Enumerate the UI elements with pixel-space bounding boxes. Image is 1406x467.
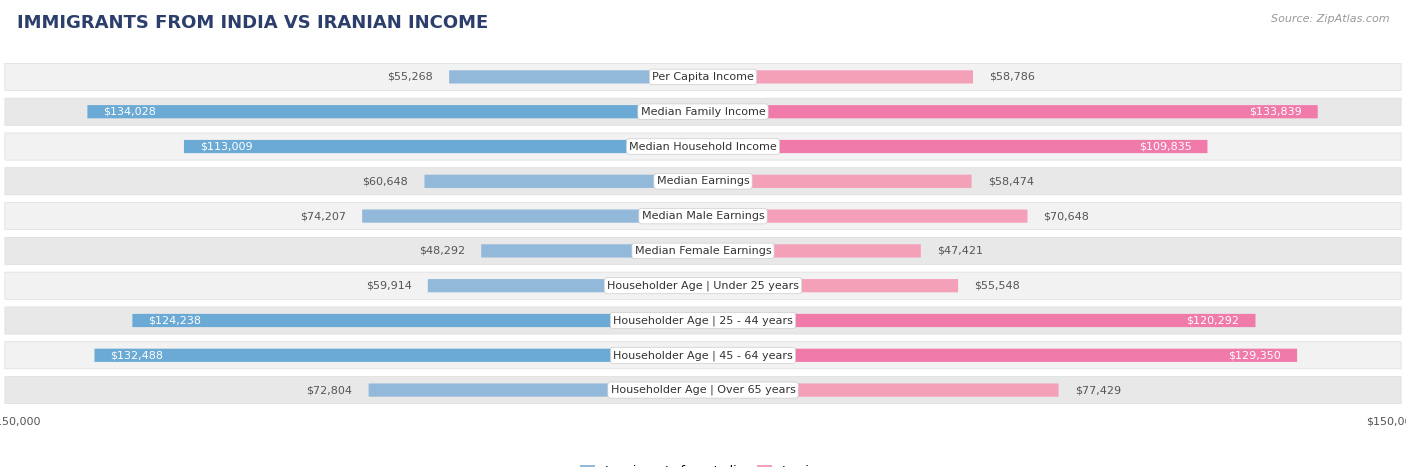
Text: $58,786: $58,786 xyxy=(988,72,1035,82)
FancyBboxPatch shape xyxy=(4,237,1402,264)
Text: $129,350: $129,350 xyxy=(1229,350,1281,360)
Text: Householder Age | Under 25 years: Householder Age | Under 25 years xyxy=(607,281,799,291)
Text: $48,292: $48,292 xyxy=(419,246,465,256)
FancyBboxPatch shape xyxy=(4,376,1402,403)
FancyBboxPatch shape xyxy=(703,105,1317,118)
Text: $60,648: $60,648 xyxy=(363,177,408,186)
Text: Median Family Income: Median Family Income xyxy=(641,107,765,117)
FancyBboxPatch shape xyxy=(132,314,703,327)
Text: Householder Age | Over 65 years: Householder Age | Over 65 years xyxy=(610,385,796,396)
Text: IMMIGRANTS FROM INDIA VS IRANIAN INCOME: IMMIGRANTS FROM INDIA VS IRANIAN INCOME xyxy=(17,14,488,32)
Text: $70,648: $70,648 xyxy=(1043,211,1090,221)
Text: $113,009: $113,009 xyxy=(200,142,253,151)
Text: $59,914: $59,914 xyxy=(366,281,412,290)
FancyBboxPatch shape xyxy=(87,105,703,118)
Text: Per Capita Income: Per Capita Income xyxy=(652,72,754,82)
FancyBboxPatch shape xyxy=(4,98,1402,125)
FancyBboxPatch shape xyxy=(4,64,1402,91)
Legend: Immigrants from India, Iranian: Immigrants from India, Iranian xyxy=(575,460,831,467)
FancyBboxPatch shape xyxy=(184,140,703,153)
FancyBboxPatch shape xyxy=(703,175,972,188)
Text: Householder Age | 25 - 44 years: Householder Age | 25 - 44 years xyxy=(613,315,793,326)
Text: $58,474: $58,474 xyxy=(987,177,1033,186)
FancyBboxPatch shape xyxy=(368,383,703,396)
Text: Source: ZipAtlas.com: Source: ZipAtlas.com xyxy=(1271,14,1389,24)
Text: Median Household Income: Median Household Income xyxy=(628,142,778,151)
FancyBboxPatch shape xyxy=(703,140,1208,153)
Text: $72,804: $72,804 xyxy=(307,385,353,395)
FancyBboxPatch shape xyxy=(703,349,1298,362)
FancyBboxPatch shape xyxy=(4,307,1402,334)
FancyBboxPatch shape xyxy=(4,168,1402,195)
FancyBboxPatch shape xyxy=(4,203,1402,230)
FancyBboxPatch shape xyxy=(4,272,1402,299)
FancyBboxPatch shape xyxy=(481,244,703,257)
FancyBboxPatch shape xyxy=(427,279,703,292)
FancyBboxPatch shape xyxy=(703,210,1028,223)
FancyBboxPatch shape xyxy=(4,133,1402,160)
Text: $133,839: $133,839 xyxy=(1249,107,1302,117)
Text: $132,488: $132,488 xyxy=(111,350,163,360)
Text: Median Earnings: Median Earnings xyxy=(657,177,749,186)
FancyBboxPatch shape xyxy=(4,342,1402,369)
Text: $47,421: $47,421 xyxy=(936,246,983,256)
FancyBboxPatch shape xyxy=(703,244,921,257)
FancyBboxPatch shape xyxy=(703,71,973,84)
FancyBboxPatch shape xyxy=(703,383,1059,396)
Text: $55,548: $55,548 xyxy=(974,281,1019,290)
FancyBboxPatch shape xyxy=(449,71,703,84)
FancyBboxPatch shape xyxy=(425,175,703,188)
Text: $134,028: $134,028 xyxy=(104,107,156,117)
Text: $55,268: $55,268 xyxy=(387,72,433,82)
Text: $124,238: $124,238 xyxy=(149,316,201,325)
Text: $77,429: $77,429 xyxy=(1074,385,1121,395)
FancyBboxPatch shape xyxy=(363,210,703,223)
Text: Median Female Earnings: Median Female Earnings xyxy=(634,246,772,256)
Text: $120,292: $120,292 xyxy=(1187,316,1240,325)
Text: Householder Age | 45 - 64 years: Householder Age | 45 - 64 years xyxy=(613,350,793,361)
Text: Median Male Earnings: Median Male Earnings xyxy=(641,211,765,221)
FancyBboxPatch shape xyxy=(703,279,957,292)
Text: $74,207: $74,207 xyxy=(299,211,346,221)
FancyBboxPatch shape xyxy=(94,349,703,362)
Text: $109,835: $109,835 xyxy=(1139,142,1191,151)
FancyBboxPatch shape xyxy=(703,314,1256,327)
